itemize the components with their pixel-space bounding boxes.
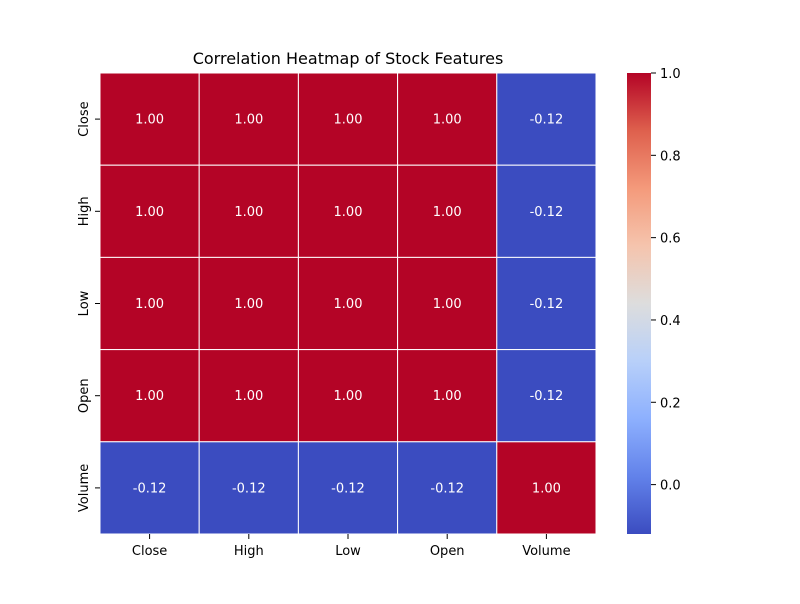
heatmap-cell	[198, 256, 299, 351]
cell-value-label: -0.12	[232, 481, 266, 496]
cell-value-label: -0.12	[530, 113, 564, 128]
x-tick-label: Low	[335, 544, 361, 559]
chart-title: Correlation Heatmap of Stock Features	[193, 49, 504, 68]
colorbar-tick-label: 0.6	[660, 232, 681, 247]
cell-value-label: -0.12	[530, 389, 564, 404]
cell-value-label: 1.00	[135, 297, 164, 312]
heatmap-cells: 1.00 1.00 1.00 1.00 -0.12 1.00 1.00 1.00 1.00 -0.…	[99, 72, 597, 535]
heatmap-cell	[496, 441, 597, 535]
cell-value-label: -0.12	[331, 481, 365, 496]
cell-value-label: 1.00	[433, 113, 462, 128]
y-axis-ticks: Close High Low Open Volume	[77, 101, 100, 512]
colorbar-tick-label: 0.0	[660, 479, 681, 494]
x-axis-ticks: Close High Low Open Volume	[132, 534, 571, 559]
colorbar-tick-label: 1.0	[660, 67, 681, 82]
cell-value-label: -0.12	[530, 297, 564, 312]
cell-value-label: 1.00	[135, 389, 164, 404]
y-tick-label: Close	[77, 101, 92, 136]
colorbar-tick-label: 0.4	[660, 314, 681, 329]
cell-value-label: 1.00	[234, 205, 263, 220]
cell-value-label: 1.00	[234, 389, 263, 404]
cell-value-label: -0.12	[133, 481, 167, 496]
cell-value-label: 1.00	[433, 205, 462, 220]
cell-value-label: 1.00	[135, 205, 164, 220]
heatmap-cell	[496, 72, 597, 166]
x-tick-label: High	[234, 544, 264, 559]
cell-value-label: 1.00	[334, 113, 363, 128]
colorbar-tick-label: 0.8	[660, 149, 681, 164]
heatmap-cell	[297, 441, 399, 535]
y-tick-label: Volume	[77, 464, 92, 512]
cell-value-label: 1.00	[234, 297, 263, 312]
heatmap-cell	[198, 72, 299, 166]
heatmap-cell	[297, 349, 399, 443]
y-tick-label: Open	[77, 378, 92, 413]
cell-value-label: 1.00	[135, 113, 164, 128]
x-tick-label: Open	[430, 544, 465, 559]
heatmap-cell	[496, 256, 597, 351]
cell-value-label: 1.00	[532, 481, 561, 496]
heatmap-cell	[397, 349, 498, 443]
cell-value-label: 1.00	[334, 389, 363, 404]
cell-value-label: 1.00	[334, 205, 363, 220]
cell-value-label: 1.00	[433, 389, 462, 404]
heatmap-cell	[297, 256, 399, 351]
y-tick-label: Low	[77, 290, 92, 316]
heatmap-cell	[99, 441, 200, 535]
colorbar	[627, 73, 651, 534]
heatmap-cell	[99, 164, 200, 258]
colorbar-ticks: 1.0 0.8 0.6 0.4 0.2 0.0	[651, 67, 681, 494]
heatmap-cell	[198, 441, 299, 535]
heatmap-cell	[496, 164, 597, 258]
y-tick-label: High	[77, 196, 92, 226]
heatmap-cell	[99, 72, 200, 166]
heatmap-cell	[397, 72, 498, 166]
colorbar-tick-label: 0.2	[660, 396, 681, 411]
cell-value-label: 1.00	[234, 113, 263, 128]
cell-value-label: -0.12	[430, 481, 464, 496]
cell-value-label: 1.00	[334, 297, 363, 312]
cell-value-label: 1.00	[433, 297, 462, 312]
heatmap-cell	[397, 256, 498, 351]
heatmap-cell	[297, 164, 399, 258]
heatmap-cell	[297, 72, 399, 166]
heatmap-cell	[496, 349, 597, 443]
cell-value-label: -0.12	[530, 205, 564, 220]
heatmap-cell	[198, 349, 299, 443]
x-tick-label: Close	[132, 544, 167, 559]
x-tick-label: Volume	[522, 544, 570, 559]
